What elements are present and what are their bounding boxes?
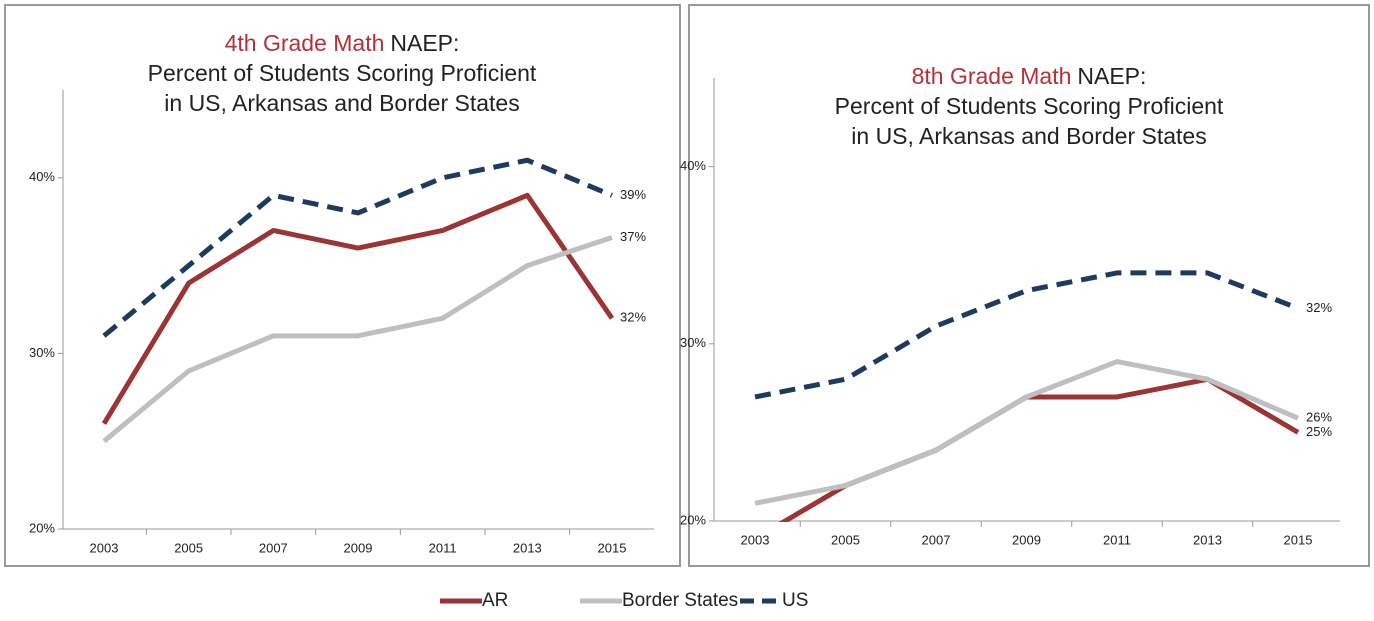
end-label: 32%	[620, 310, 646, 325]
chart-title: Percent of Students Scoring Proficient	[835, 93, 1224, 119]
panel-frame	[688, 4, 1370, 567]
series-line	[102, 157, 613, 338]
x-tick-label: 2015	[598, 540, 627, 555]
x-tick-label: 2005	[831, 532, 860, 547]
x-tick-label: 2009	[1012, 532, 1041, 547]
x-tick-label: 2005	[174, 540, 203, 555]
y-tick-label: 40%	[29, 169, 55, 184]
series-line	[102, 235, 613, 444]
end-label: 39%	[620, 187, 646, 202]
legend-label: AR	[482, 590, 508, 611]
x-tick-label: 2013	[1193, 532, 1222, 547]
x-tick-label: 2011	[1103, 532, 1131, 547]
chart-title: Percent of Students Scoring Proficient	[148, 60, 537, 86]
end-label: 32%	[1306, 300, 1332, 315]
x-tick-label: 2015	[1284, 532, 1313, 547]
series-line	[778, 376, 1300, 522]
x-tick-label: 2013	[513, 540, 542, 555]
series-line	[101, 192, 615, 425]
legend-label: Border States	[622, 590, 738, 611]
x-tick-label: 2011	[429, 540, 457, 555]
chart-title: in US, Arkansas and Border States	[851, 123, 1206, 149]
end-label: 26%	[1306, 410, 1332, 425]
x-tick-label: 2009	[344, 540, 373, 555]
title-text: NAEP:	[390, 30, 459, 56]
x-tick-label: 2003	[741, 532, 770, 547]
series-line	[754, 359, 1299, 506]
end-label: 37%	[620, 229, 646, 244]
series-line	[754, 270, 1299, 400]
chart-title: 8th Grade Math NAEP:	[912, 63, 1147, 89]
y-tick-label: 20%	[29, 520, 55, 535]
title-highlight: 8th Grade Math	[912, 63, 1072, 89]
panel-frame	[4, 4, 681, 567]
y-tick-label: 20%	[680, 512, 706, 527]
x-tick-label: 2007	[259, 540, 288, 555]
x-tick-label: 2003	[90, 540, 119, 555]
chart-title: in US, Arkansas and Border States	[164, 90, 519, 116]
title-text: NAEP:	[1077, 63, 1146, 89]
legend-label: US	[782, 590, 808, 611]
x-tick-label: 2007	[922, 532, 951, 547]
y-tick-label: 30%	[680, 335, 706, 350]
y-tick-label: 30%	[29, 345, 55, 360]
chart-title: 4th Grade Math NAEP:	[225, 30, 460, 56]
end-label: 25%	[1306, 424, 1332, 439]
title-highlight: 4th Grade Math	[225, 30, 385, 56]
y-tick-label: 40%	[680, 158, 706, 173]
